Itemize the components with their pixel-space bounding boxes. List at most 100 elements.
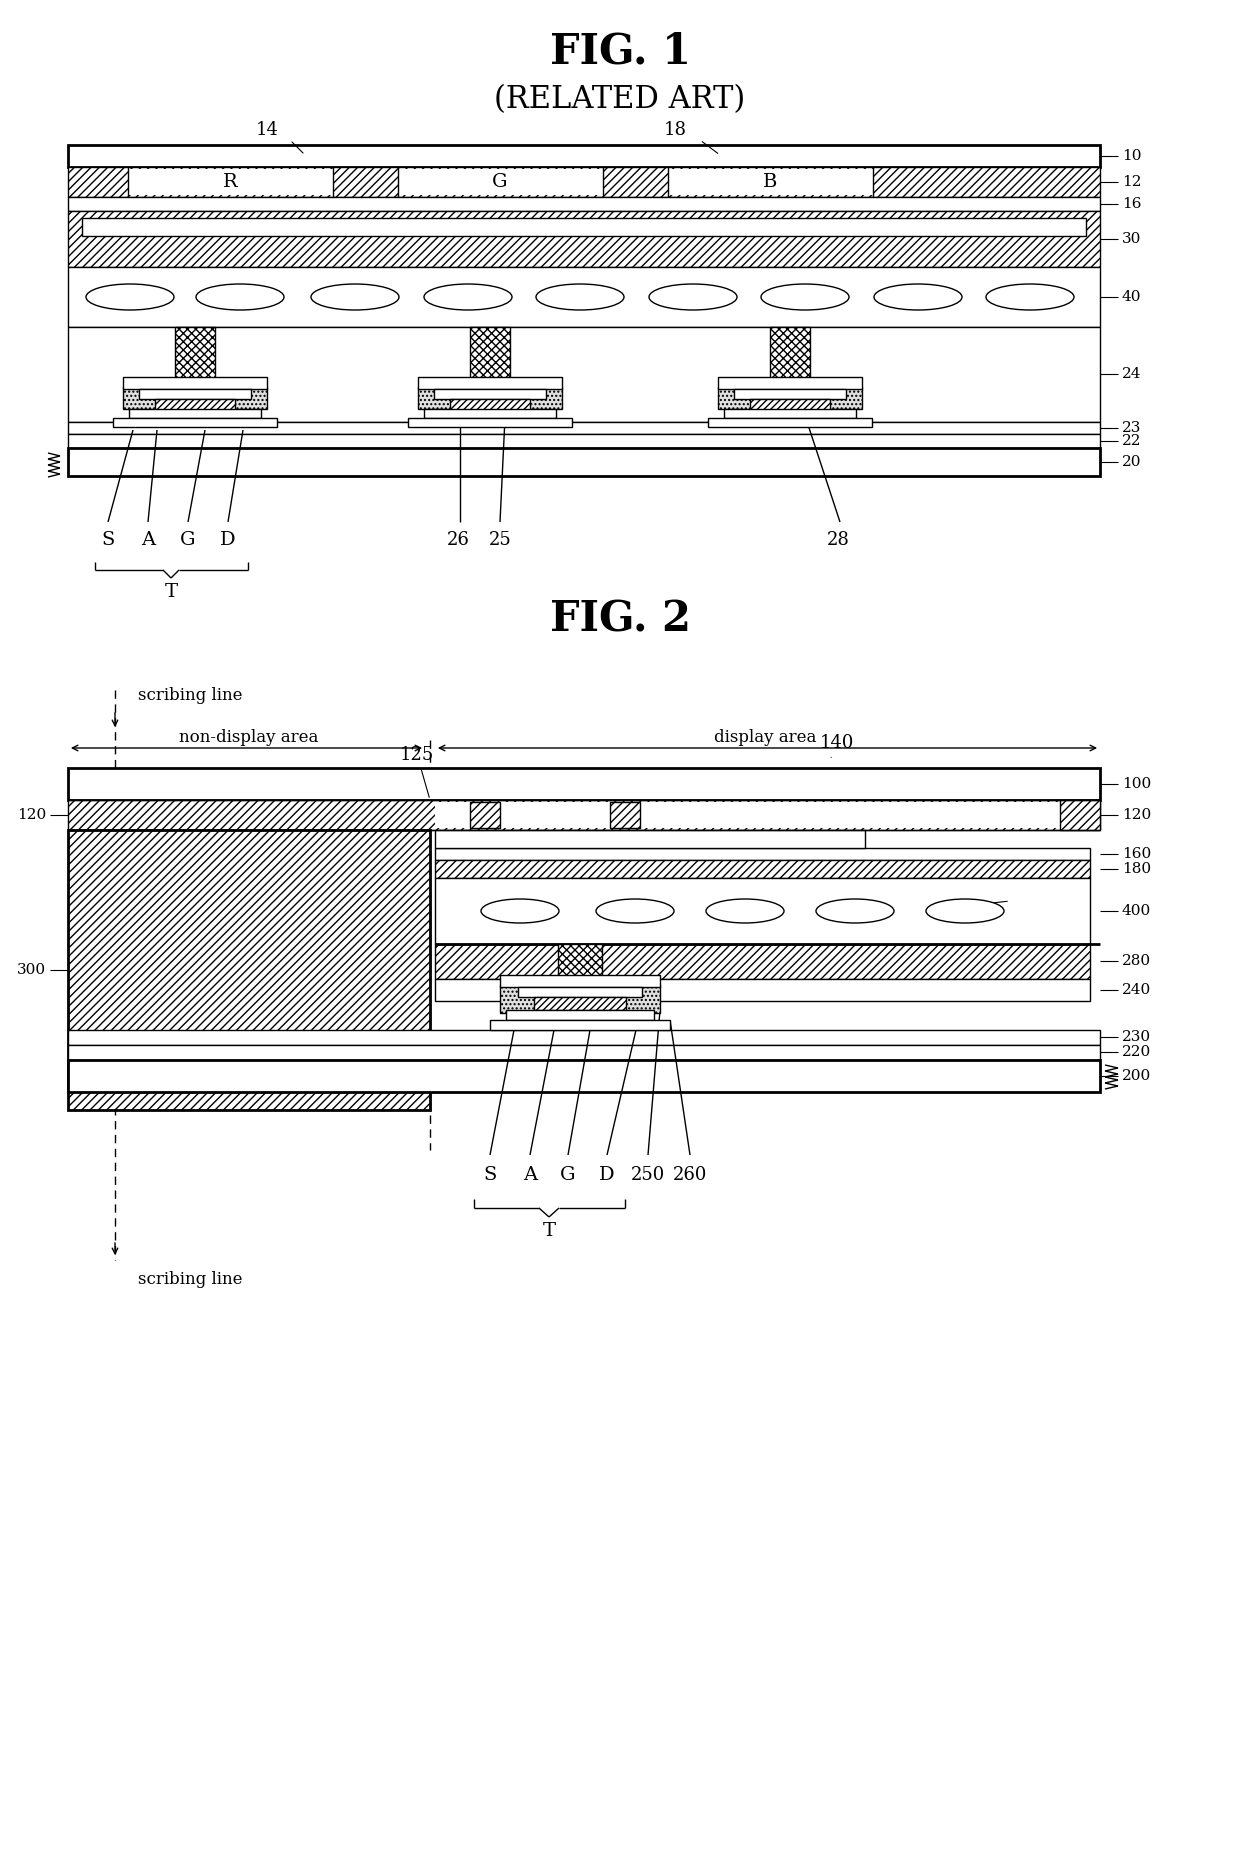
- Text: 120: 120: [1122, 808, 1151, 821]
- Bar: [128, 169, 334, 196]
- Text: (RELATED ART): (RELATED ART): [495, 84, 745, 115]
- Bar: [1060, 801, 1100, 830]
- Bar: [68, 830, 430, 1110]
- Text: 250: 250: [631, 1166, 665, 1184]
- Text: 180: 180: [1122, 862, 1151, 875]
- Text: FIG. 2: FIG. 2: [549, 600, 691, 641]
- Text: 230: 230: [1122, 1030, 1151, 1045]
- Text: 300: 300: [17, 963, 46, 978]
- Bar: [418, 387, 453, 410]
- Text: T: T: [542, 1221, 556, 1240]
- Bar: [123, 376, 267, 389]
- Ellipse shape: [874, 285, 962, 309]
- Text: 18: 18: [663, 121, 687, 140]
- Bar: [528, 387, 562, 410]
- Text: non-display area: non-display area: [180, 730, 319, 747]
- Ellipse shape: [596, 899, 675, 924]
- Bar: [68, 423, 1100, 434]
- Text: B: B: [763, 173, 777, 192]
- Text: A: A: [523, 1166, 537, 1184]
- Text: S: S: [484, 1166, 497, 1184]
- Text: 40: 40: [1122, 290, 1142, 304]
- Text: 28: 28: [827, 531, 849, 549]
- Text: R: R: [223, 173, 237, 192]
- Bar: [233, 387, 267, 410]
- Bar: [68, 168, 1100, 197]
- Bar: [450, 398, 529, 412]
- Text: 24: 24: [1122, 367, 1142, 382]
- Text: scribing line: scribing line: [138, 1272, 243, 1289]
- Text: S: S: [102, 531, 114, 549]
- Bar: [534, 996, 626, 1009]
- Bar: [435, 847, 1090, 860]
- Bar: [708, 417, 872, 426]
- Bar: [139, 389, 250, 398]
- Text: display area: display area: [714, 730, 816, 747]
- Bar: [408, 417, 572, 426]
- Bar: [68, 210, 1100, 266]
- Text: 22: 22: [1122, 434, 1142, 449]
- Bar: [610, 803, 640, 829]
- Text: G: G: [560, 1166, 575, 1184]
- Ellipse shape: [986, 285, 1074, 309]
- Text: 160: 160: [1122, 847, 1151, 860]
- Bar: [734, 389, 846, 398]
- Bar: [470, 328, 510, 387]
- Bar: [828, 387, 862, 410]
- Bar: [82, 218, 1086, 236]
- Bar: [490, 1020, 670, 1030]
- Ellipse shape: [926, 899, 1004, 924]
- Bar: [68, 1059, 1100, 1091]
- Bar: [500, 976, 660, 987]
- Ellipse shape: [196, 285, 284, 309]
- Bar: [750, 398, 830, 412]
- Bar: [770, 328, 810, 387]
- Text: T: T: [165, 583, 177, 601]
- Bar: [435, 830, 866, 847]
- Ellipse shape: [481, 899, 559, 924]
- Ellipse shape: [706, 899, 784, 924]
- Bar: [718, 387, 751, 410]
- Bar: [435, 860, 1090, 879]
- Bar: [68, 449, 1100, 477]
- Ellipse shape: [424, 285, 512, 309]
- Text: 120: 120: [17, 808, 46, 821]
- Bar: [68, 328, 1100, 423]
- Bar: [668, 169, 873, 196]
- Text: 200: 200: [1122, 1069, 1151, 1084]
- Text: 100: 100: [1122, 776, 1151, 791]
- Bar: [68, 1030, 1100, 1045]
- Text: G: G: [492, 173, 507, 192]
- Bar: [398, 169, 603, 196]
- Text: FIG. 1: FIG. 1: [549, 32, 691, 73]
- Ellipse shape: [86, 285, 174, 309]
- Bar: [68, 1045, 1100, 1059]
- Bar: [435, 979, 1090, 1002]
- Ellipse shape: [761, 285, 849, 309]
- Bar: [424, 410, 556, 417]
- Text: 280: 280: [1122, 953, 1151, 968]
- Text: 12: 12: [1122, 175, 1142, 190]
- Ellipse shape: [816, 899, 894, 924]
- Text: 26: 26: [446, 531, 470, 549]
- Bar: [558, 944, 601, 989]
- Bar: [718, 376, 862, 389]
- Text: 220: 220: [1122, 1045, 1151, 1059]
- Bar: [506, 1009, 653, 1020]
- Text: 140: 140: [820, 734, 854, 758]
- Text: 10: 10: [1122, 149, 1142, 164]
- Bar: [724, 410, 856, 417]
- Bar: [435, 944, 1090, 979]
- Bar: [129, 410, 260, 417]
- Text: 16: 16: [1122, 197, 1142, 210]
- Bar: [418, 376, 562, 389]
- Ellipse shape: [649, 285, 737, 309]
- Text: 23: 23: [1122, 421, 1141, 436]
- Bar: [434, 389, 546, 398]
- Text: 125: 125: [401, 747, 434, 797]
- Text: G: G: [180, 531, 196, 549]
- Text: 30: 30: [1122, 233, 1141, 246]
- Bar: [123, 387, 157, 410]
- Text: A: A: [141, 531, 155, 549]
- Bar: [68, 197, 1100, 210]
